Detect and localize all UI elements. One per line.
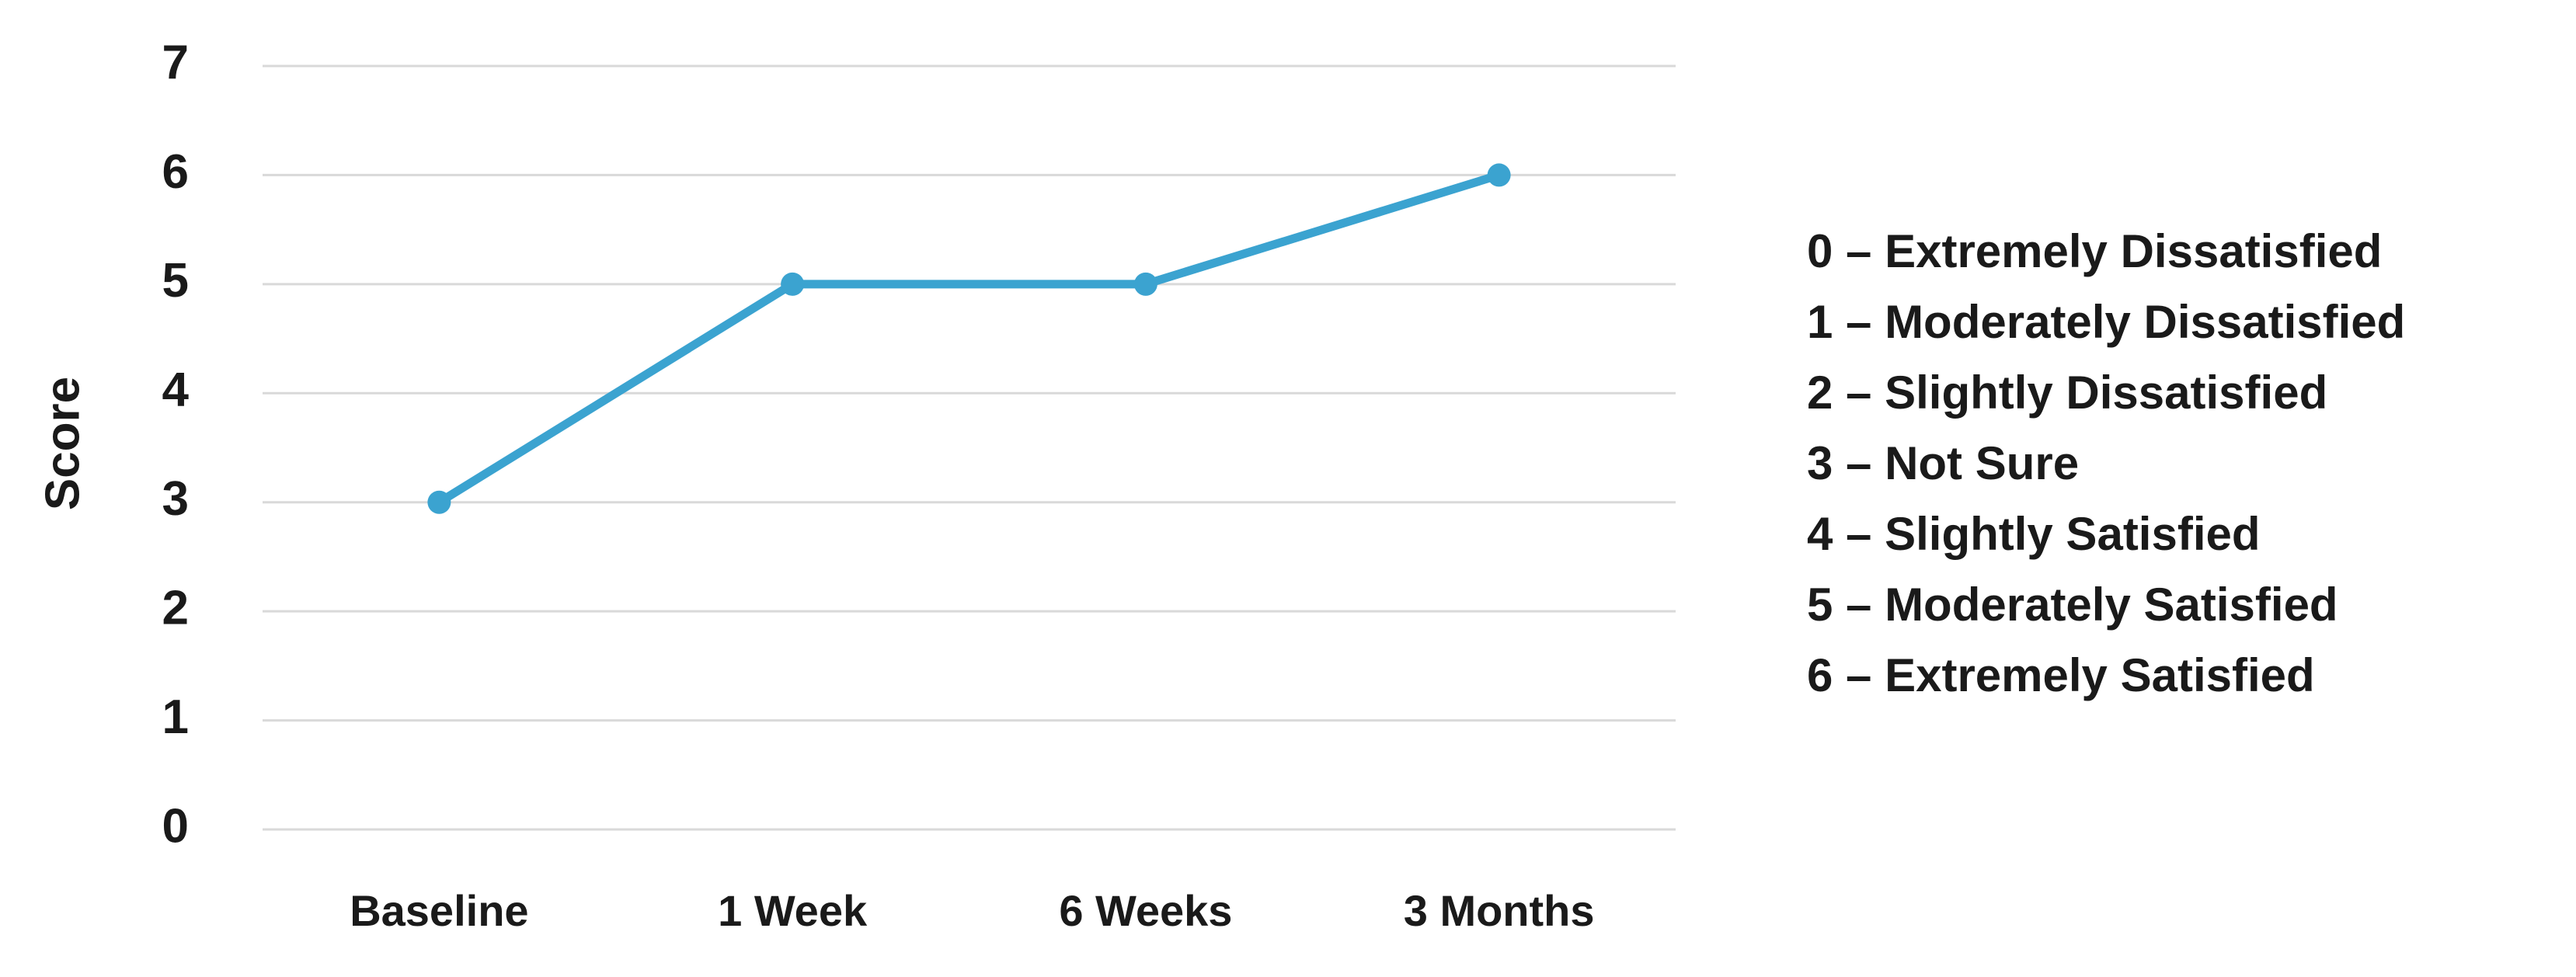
annotation: 5 – Moderately Satisfied (1807, 579, 2338, 631)
data-point (781, 272, 805, 296)
y-tick-label: 3 (162, 472, 189, 526)
data-point (1487, 163, 1511, 187)
y-tick-label: 0 (162, 799, 189, 853)
y-tick-label: 6 (162, 145, 189, 199)
y-tick-label: 5 (162, 254, 189, 308)
x-tick-label: 6 Weeks (1059, 886, 1232, 935)
annotation: 0 – Extremely Dissatisfied (1807, 225, 2382, 277)
annotation: 2 – Slightly Dissatisfied (1807, 367, 2327, 419)
x-tick-label: 3 Months (1404, 886, 1595, 935)
data-point (1133, 272, 1157, 296)
annotation: 3 – Not Sure (1807, 437, 2079, 489)
series-line (437, 171, 1501, 506)
y-tick-label: 4 (162, 363, 190, 417)
annotation: 6 – Extremely Satisfied (1807, 649, 2315, 701)
y-tick-label: 7 (162, 36, 189, 89)
y-axis-label: Score (36, 377, 89, 510)
annotation: 1 – Moderately Dissatisfied (1807, 296, 2405, 348)
data-point (427, 490, 451, 514)
x-tick-label: 1 Week (718, 886, 868, 935)
annotation: 4 – Slightly Satisfied (1807, 508, 2261, 560)
x-tick-label: Baseline (350, 886, 528, 935)
y-tick-label: 2 (162, 582, 189, 635)
y-tick-label: 1 (162, 690, 189, 744)
